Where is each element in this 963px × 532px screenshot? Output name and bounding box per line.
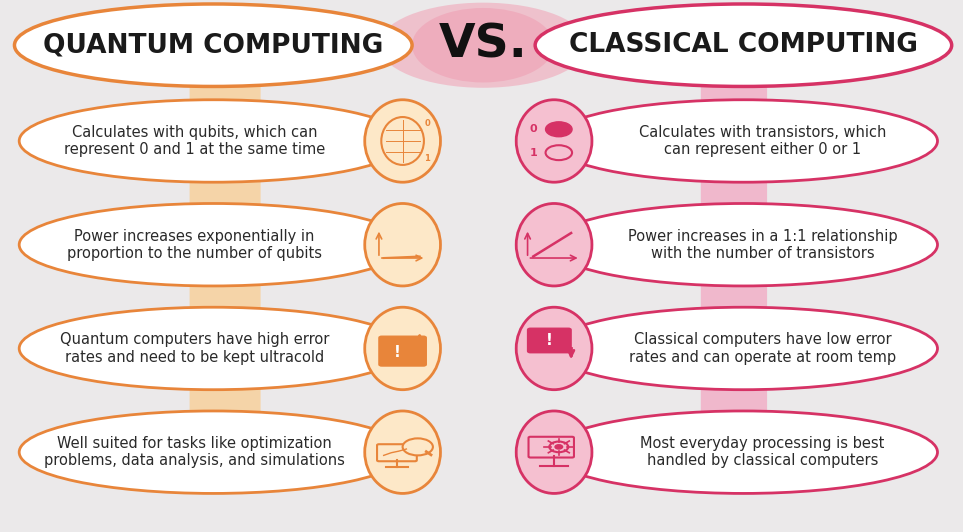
FancyBboxPatch shape xyxy=(528,328,571,353)
FancyBboxPatch shape xyxy=(378,336,427,366)
Text: !: ! xyxy=(546,333,553,348)
Ellipse shape xyxy=(549,100,938,182)
Ellipse shape xyxy=(549,203,938,286)
Ellipse shape xyxy=(378,3,587,88)
Text: Power increases exponentially in
proportion to the number of qubits: Power increases exponentially in proport… xyxy=(66,229,322,261)
Ellipse shape xyxy=(19,411,407,494)
Ellipse shape xyxy=(516,411,592,494)
Text: Calculates with transistors, which
can represent either 0 or 1: Calculates with transistors, which can r… xyxy=(638,125,886,157)
Text: VS.: VS. xyxy=(439,23,528,68)
Ellipse shape xyxy=(412,8,554,82)
Ellipse shape xyxy=(365,307,440,389)
Circle shape xyxy=(546,122,572,137)
Text: 1: 1 xyxy=(530,148,537,157)
Ellipse shape xyxy=(14,4,412,87)
Text: Most everyday processing is best
handled by classical computers: Most everyday processing is best handled… xyxy=(640,436,885,468)
Ellipse shape xyxy=(516,307,592,389)
Text: CLASSICAL COMPUTING: CLASSICAL COMPUTING xyxy=(569,32,918,58)
Text: QUANTUM COMPUTING: QUANTUM COMPUTING xyxy=(43,32,383,58)
FancyBboxPatch shape xyxy=(190,51,261,481)
Text: Well suited for tasks like optimization
problems, data analysis, and simulations: Well suited for tasks like optimization … xyxy=(44,436,345,468)
Ellipse shape xyxy=(365,203,440,286)
Ellipse shape xyxy=(365,411,440,494)
FancyBboxPatch shape xyxy=(377,444,417,461)
Ellipse shape xyxy=(535,4,951,87)
Circle shape xyxy=(549,442,568,452)
Ellipse shape xyxy=(381,117,424,165)
Ellipse shape xyxy=(365,100,440,182)
Circle shape xyxy=(403,438,433,455)
Circle shape xyxy=(555,445,562,449)
Text: Calculates with qubits, which can
represent 0 and 1 at the same time: Calculates with qubits, which can repres… xyxy=(64,125,325,157)
Circle shape xyxy=(546,145,572,160)
Text: !: ! xyxy=(394,345,401,360)
Ellipse shape xyxy=(19,307,407,389)
Text: 0: 0 xyxy=(425,120,430,128)
Text: Quantum computers have high error
rates and need to be kept ultracold: Quantum computers have high error rates … xyxy=(60,332,329,364)
FancyBboxPatch shape xyxy=(701,51,768,481)
FancyBboxPatch shape xyxy=(529,437,574,458)
Text: Power increases in a 1:1 relationship
with the number of transistors: Power increases in a 1:1 relationship wi… xyxy=(628,229,898,261)
Ellipse shape xyxy=(19,100,407,182)
Ellipse shape xyxy=(549,411,938,494)
Text: 1: 1 xyxy=(425,154,430,162)
Ellipse shape xyxy=(19,203,407,286)
Text: Classical computers have low error
rates and can operate at room temp: Classical computers have low error rates… xyxy=(629,332,896,364)
Ellipse shape xyxy=(549,307,938,389)
Ellipse shape xyxy=(516,100,592,182)
Text: 0: 0 xyxy=(530,124,537,134)
Ellipse shape xyxy=(516,203,592,286)
